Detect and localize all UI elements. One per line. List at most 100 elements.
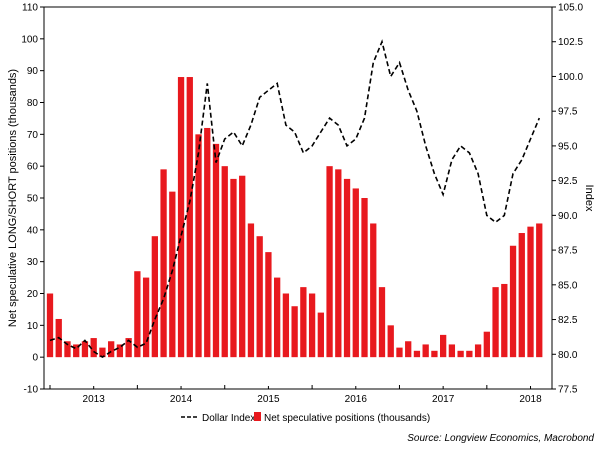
dollar-index-line [49,39,541,359]
net-position-bar [230,178,237,358]
net-position-bar [361,198,368,358]
net-position-bar [308,293,316,358]
legend-net-positions-swatch [254,412,261,421]
net-position-bar [46,293,54,358]
net-position-bar [387,325,394,358]
net-position-bar [335,169,342,358]
net-position-bar [352,188,359,358]
left-tick-label: -10 [24,385,39,396]
left-tick-label: 30 [27,257,39,268]
legend: Dollar Index Net speculative positions (… [181,412,430,424]
net-position-bar [212,143,220,358]
net-position-bar [431,350,438,358]
net-position-bar [527,226,534,358]
net-position-bar [160,169,167,358]
right-tick-label: 90.0 [558,211,578,222]
net-position-bar [396,347,403,358]
net-position-bar [265,252,272,358]
left-tick-label: 110 [22,3,38,14]
left-tick-label: 80 [27,98,39,109]
net-position-bar [90,338,97,358]
right-tick-label: 105.0 [558,3,583,14]
x-axis: 2013 2014 2015 2016 2017 2018 [49,385,542,405]
x-tick-label: 2018 [519,394,542,405]
right-tick-label: 82.5 [558,315,578,326]
net-position-bar [457,350,464,358]
net-position-bar [256,236,263,358]
right-tick-label: 92.5 [558,176,578,187]
left-tick-label: 40 [27,225,39,236]
net-position-bar [370,223,377,358]
right-tick-label: 102.5 [558,37,583,48]
net-position-bar [300,287,307,358]
left-tick-label: 70 [27,130,39,141]
right-tick-label: 77.5 [558,385,578,396]
net-position-bar [186,77,193,358]
bar-series [46,77,543,358]
net-position-bar [239,175,246,358]
net-position-bar [195,134,202,358]
net-position-bar [142,277,150,358]
left-tick-label: 90 [27,66,39,77]
net-position-bar [501,283,508,358]
legend-net-positions-label: Net speculative positions (thousands) [264,413,430,424]
net-position-bar [134,271,141,358]
left-tick-label: 60 [27,162,39,173]
right-axis: 77.5 80.0 82.5 85.0 87.5 90.0 92.5 95.0 97.5 100.… [552,3,583,396]
net-position-bar [474,344,482,358]
right-tick-label: 85.0 [558,280,578,291]
right-tick-label: 100.0 [558,72,583,83]
right-tick-label: 95.0 [558,141,578,152]
net-position-bar [326,166,333,358]
plot-frame [43,6,553,390]
net-position-bar [536,223,543,358]
net-position-bar [317,312,324,358]
net-position-bar [116,344,124,358]
net-position-bar [81,341,89,358]
left-tick-label: 20 [27,289,39,300]
net-position-bar [73,344,80,358]
net-position-bar [204,127,211,358]
net-position-bar [343,178,351,358]
net-position-bar [413,350,421,358]
net-position-bar [422,344,429,358]
net-position-bar [378,287,386,358]
left-axis-label: Net speculative LONG/SHORT positions (th… [7,69,19,327]
net-position-bar [64,341,71,358]
net-position-bar [405,341,412,358]
x-tick-label: 2017 [432,394,455,405]
x-tick-label: 2015 [257,394,280,405]
net-position-bar [282,293,290,358]
net-position-bar [466,350,473,358]
net-position-bar [440,334,447,358]
net-position-bar [291,306,298,358]
net-position-bar [99,347,106,358]
right-tick-label: 97.5 [558,107,578,118]
net-position-bar [274,277,281,358]
left-tick-label: 50 [27,194,39,205]
x-tick-label: 2014 [170,394,193,405]
left-axis: -10 0 10 20 30 40 50 60 70 80 90 100 110 [21,3,44,396]
net-position-bar [518,233,525,358]
net-position-bar [492,287,499,358]
left-tick-label: 0 [32,353,38,364]
net-position-bar [483,331,490,358]
source-note: Source: Longview Economics, Macrobond [407,433,594,444]
net-position-bar [448,344,456,358]
right-axis-label: Index [583,185,595,212]
net-position-bar [221,166,228,358]
net-position-bar [169,191,176,358]
right-tick-label: 80.0 [558,350,578,361]
net-position-bar [151,236,158,358]
legend-dollar-index-label: Dollar Index [202,413,255,424]
net-position-bar [177,77,185,358]
net-position-bar [108,341,115,358]
left-tick-label: 10 [27,321,39,332]
x-tick-label: 2016 [345,394,368,405]
net-position-bar [247,223,255,358]
net-position-bar [125,338,132,358]
right-tick-label: 87.5 [558,246,578,257]
x-tick-label: 2013 [83,394,106,405]
left-tick-label: 100 [21,34,38,45]
